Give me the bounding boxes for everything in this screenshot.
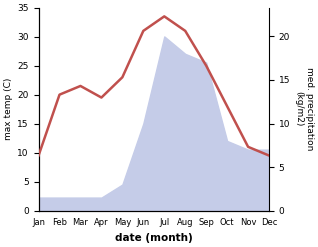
Y-axis label: med. precipitation
(kg/m2): med. precipitation (kg/m2) — [294, 67, 314, 151]
Y-axis label: max temp (C): max temp (C) — [4, 78, 13, 140]
X-axis label: date (month): date (month) — [115, 233, 193, 243]
